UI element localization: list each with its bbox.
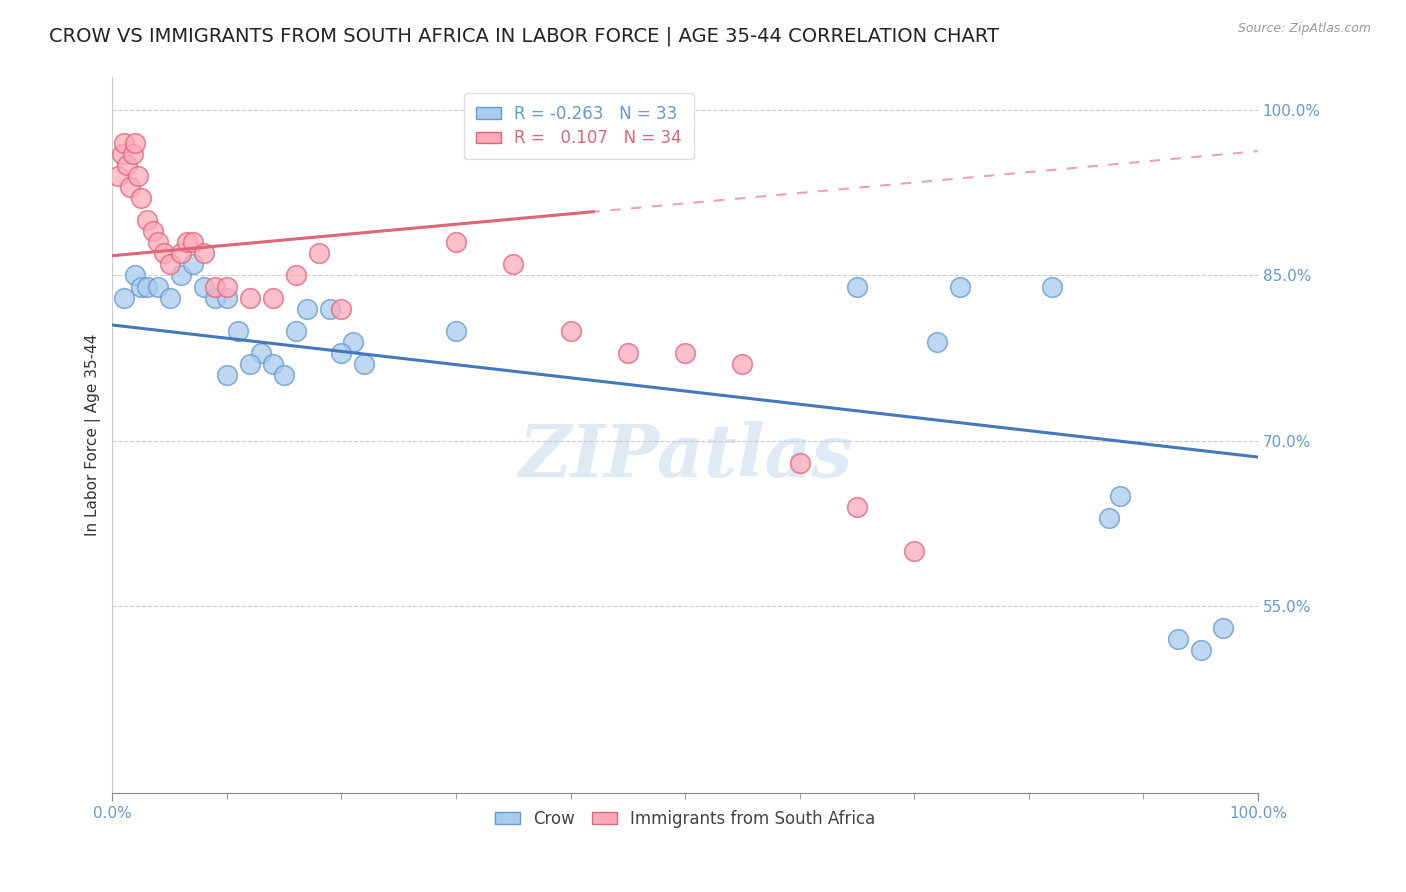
Point [731,357,754,371]
Point [170,268,193,283]
Text: CROW VS IMMIGRANTS FROM SOUTH AFRICA IN LABOR FORCE | AGE 35-44 CORRELATION CHAR: CROW VS IMMIGRANTS FROM SOUTH AFRICA IN … [49,27,1000,46]
Y-axis label: In Labor Force | Age 35-44: In Labor Force | Age 35-44 [86,334,101,536]
Point [330,301,353,316]
Point [1212,621,1234,635]
Point [170,246,193,260]
Point [215,291,238,305]
Point [148,279,170,293]
Point [617,345,640,359]
Point [181,235,204,250]
Point [845,500,868,514]
Point [330,345,353,359]
Point [193,246,215,260]
Point [239,291,262,305]
Point [1098,510,1121,524]
Point [1167,632,1189,646]
Point [204,291,226,305]
Point [118,180,141,194]
Point [560,324,582,338]
Point [673,345,696,359]
Point [1040,279,1063,293]
Point [141,225,163,239]
Point [284,324,307,338]
Point [193,279,215,293]
Legend: Crow, Immigrants from South Africa: Crow, Immigrants from South Africa [488,803,882,834]
Point [1109,489,1132,503]
Point [129,279,152,293]
Point [250,345,273,359]
Point [215,279,238,293]
Point [159,258,181,272]
Point [153,246,176,260]
Point [107,169,129,184]
Point [502,258,524,272]
Point [239,357,262,371]
Point [135,213,157,227]
Point [319,301,342,316]
Point [262,357,284,371]
Point [444,235,467,250]
Point [176,235,198,250]
Point [110,147,132,161]
Point [215,368,238,382]
Point [124,268,146,283]
Point [129,192,152,206]
Point [308,246,330,260]
Point [228,324,250,338]
Point [845,279,868,293]
Text: ZIPatlas: ZIPatlas [517,421,852,492]
Point [342,334,364,349]
Point [1189,642,1212,657]
Point [262,291,284,305]
Point [135,279,157,293]
Point [353,357,375,371]
Point [159,291,181,305]
Point [295,301,318,316]
Point [789,456,811,470]
Point [148,235,170,250]
Point [284,268,307,283]
Text: Source: ZipAtlas.com: Source: ZipAtlas.com [1237,22,1371,36]
Point [112,136,135,151]
Point [112,291,135,305]
Point [117,159,139,173]
Point [927,334,949,349]
Point [204,279,226,293]
Point [273,368,295,382]
Point [903,543,925,558]
Point [949,279,972,293]
Point [181,258,204,272]
Point [122,147,145,161]
Point [127,169,149,184]
Point [124,136,146,151]
Point [444,324,467,338]
